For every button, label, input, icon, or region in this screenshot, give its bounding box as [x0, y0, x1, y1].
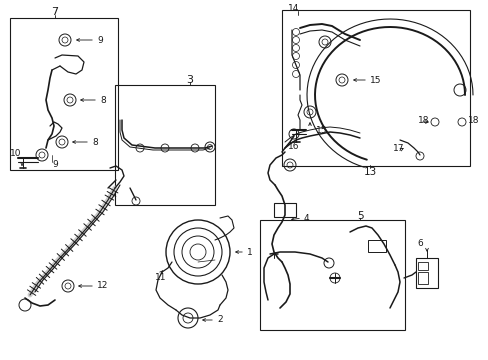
Bar — [417, 272, 427, 284]
Bar — [10, 18, 118, 170]
Bar — [367, 240, 385, 252]
Text: 17: 17 — [392, 144, 404, 153]
Text: 12: 12 — [97, 282, 108, 291]
Bar — [260, 220, 404, 330]
Text: 15: 15 — [369, 76, 381, 85]
Text: 18: 18 — [467, 116, 479, 125]
Text: 8: 8 — [92, 138, 98, 147]
Text: 9: 9 — [52, 159, 58, 168]
Text: 6: 6 — [416, 239, 422, 248]
Bar — [115, 85, 215, 205]
Text: 8: 8 — [100, 95, 105, 104]
Text: 10: 10 — [10, 149, 21, 158]
Bar — [273, 203, 295, 217]
Text: 5: 5 — [356, 211, 363, 221]
Text: 16: 16 — [287, 141, 299, 150]
Text: 7: 7 — [51, 7, 59, 17]
Text: 14: 14 — [287, 4, 299, 13]
Text: 9: 9 — [97, 36, 102, 45]
Text: 4: 4 — [304, 213, 309, 222]
Text: 15: 15 — [315, 126, 327, 135]
Text: 3: 3 — [186, 75, 193, 85]
Text: 2: 2 — [217, 315, 222, 324]
Text: 13: 13 — [363, 167, 376, 177]
Bar — [415, 258, 437, 288]
Text: 18: 18 — [417, 116, 428, 125]
Bar — [417, 262, 427, 270]
Text: 11: 11 — [155, 274, 166, 283]
Bar — [282, 10, 469, 166]
Text: 1: 1 — [246, 248, 252, 257]
